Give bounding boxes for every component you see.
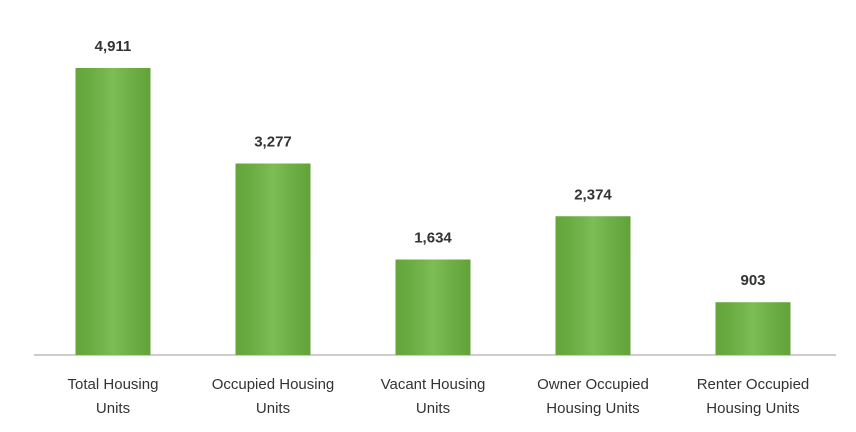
bar-shade [395,259,471,355]
bar-shade [235,163,311,355]
value-label: 903 [740,272,765,289]
value-label: 3,277 [254,133,292,150]
value-label: 1,634 [414,230,452,247]
bar-shade [75,68,151,355]
value-label: 2,374 [574,186,612,203]
x-tick-label: Owner Occupied Housing Units [537,376,649,417]
x-tick-label: Occupied Housing Units [212,376,335,417]
x-tick-label: Vacant Housing Units [381,376,486,417]
value-label: 4,911 [95,38,132,55]
bar-shade [555,216,631,355]
x-tick-label: Total Housing Units [68,376,159,417]
x-tick-label: Renter Occupied Housing Units [697,376,810,417]
bar-shade [715,302,791,355]
